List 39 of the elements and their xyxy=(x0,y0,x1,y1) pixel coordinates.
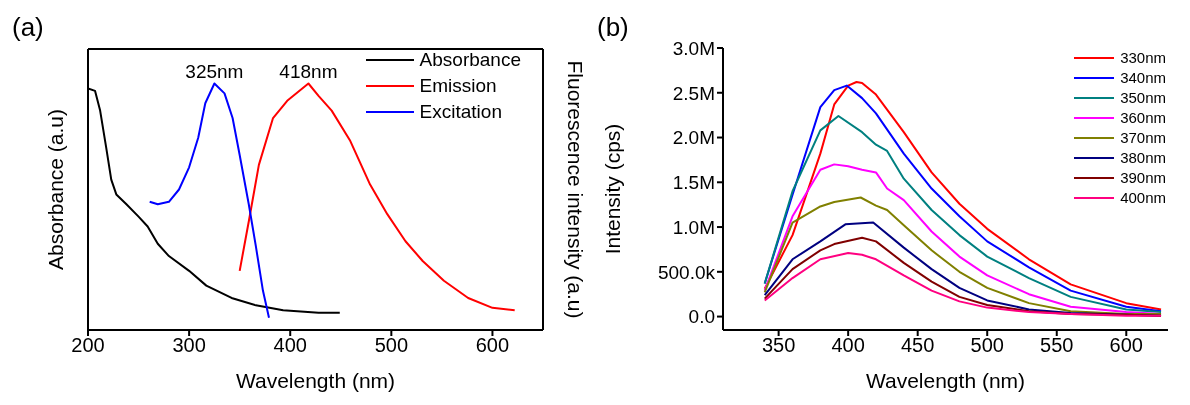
legend-label: 370nm xyxy=(1120,128,1166,148)
x-tick-label: 500 xyxy=(374,334,409,357)
legend-label: 340nm xyxy=(1120,68,1166,88)
line-series xyxy=(763,252,1163,317)
x-tick-label: 400 xyxy=(831,334,865,357)
y-tick-label: 2.5M xyxy=(672,82,715,104)
legend-label: 360nm xyxy=(1120,108,1166,128)
y-tick-label: 0.0 xyxy=(688,306,715,328)
x-tick-label: 350 xyxy=(761,334,796,357)
legend-label: 390nm xyxy=(1120,168,1166,188)
y-tick-label: 500.0k xyxy=(657,261,716,283)
annotation: 325nm xyxy=(185,60,244,82)
y-tick-label: 1.0M xyxy=(672,216,715,238)
x-tick-label: 600 xyxy=(475,334,510,357)
x-tick-label: 300 xyxy=(172,334,206,357)
annotation: 418nm xyxy=(279,60,338,82)
legend-label: 350nm xyxy=(1120,88,1166,108)
y-axis-title: Intensity (cps) xyxy=(601,123,625,255)
legend-label: 400nm xyxy=(1120,188,1166,208)
x-tick-label: 200 xyxy=(71,334,105,357)
x-tick-label: 600 xyxy=(1109,334,1143,357)
chart-title: (b) xyxy=(597,12,629,43)
legend-label: Emission xyxy=(419,74,497,98)
x-axis-title: Wavelength (nm) xyxy=(865,369,1026,392)
x-tick-label: 450 xyxy=(901,334,935,357)
x-axis-title: Wavelength (nm) xyxy=(235,369,396,392)
legend-label: 380nm xyxy=(1120,148,1166,168)
y-axis-title: Absorbance (a.u) xyxy=(44,108,68,271)
y2-axis-title: Fluorescence intensity (a.u) xyxy=(563,60,587,319)
legend-label: Excitation xyxy=(419,100,502,124)
legend-label: Absorbance xyxy=(419,48,521,72)
chart-title: (a) xyxy=(12,12,44,43)
y-tick-label: 3.0M xyxy=(672,37,715,59)
x-tick-label: 500 xyxy=(970,334,1004,357)
x-tick-label: 550 xyxy=(1040,334,1074,357)
legend-label: 330nm xyxy=(1120,48,1166,68)
y-tick-label: 1.5M xyxy=(672,172,715,194)
y-tick-label: 2.0M xyxy=(672,127,715,149)
x-tick-label: 400 xyxy=(273,334,307,357)
